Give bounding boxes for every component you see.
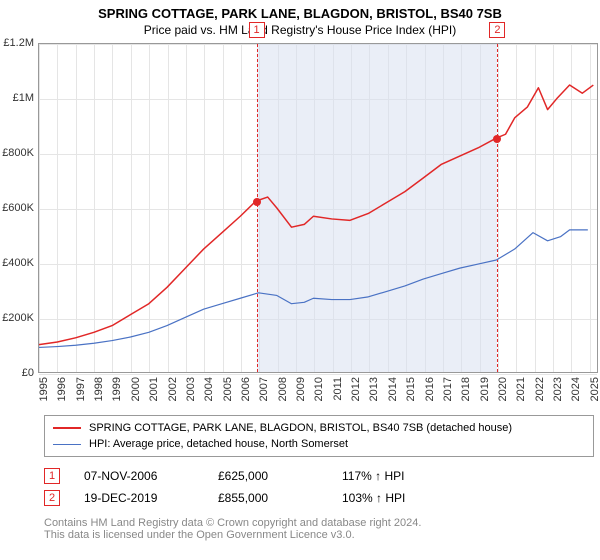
x-tick-label: 2012 [350, 365, 362, 389]
x-tick-label: 2004 [203, 365, 215, 389]
x-tick-label: 1999 [111, 365, 123, 389]
x-tick-label: 1998 [93, 365, 105, 389]
sales-table: 1 07-NOV-2006 £625,000 117% ↑ HPI 2 19-DEC-20… [44, 465, 594, 509]
legend-label: HPI: Average price, detached house, Nort… [89, 438, 348, 450]
x-tick-label: 2025 [589, 365, 600, 389]
sale-date: 19-DEC-2019 [84, 491, 194, 505]
sale-marker: 1 [44, 468, 60, 484]
series-hpi [39, 230, 588, 348]
x-tick-label: 2014 [387, 365, 399, 389]
event-marker-box: 2 [489, 22, 505, 38]
x-tick-label: 2020 [497, 365, 509, 389]
x-tick-label: 2002 [167, 365, 179, 389]
sale-hpi: 117% ↑ HPI [342, 469, 404, 483]
x-tick-label: 2010 [313, 365, 325, 389]
sale-marker: 2 [44, 490, 60, 506]
footer-line-1: Contains HM Land Registry data © Crown c… [44, 517, 594, 529]
page-title: SPRING COTTAGE, PARK LANE, BLAGDON, BRIS… [0, 0, 600, 21]
footer: Contains HM Land Registry data © Crown c… [44, 517, 594, 541]
x-tick-label: 2024 [570, 365, 582, 389]
x-tick-label: 2009 [295, 365, 307, 389]
y-tick-label: £0 [22, 367, 34, 379]
x-tick-label: 2023 [552, 365, 564, 389]
y-tick-label: £600K [2, 202, 34, 214]
event-marker-box: 1 [249, 22, 265, 38]
y-tick-label: £200K [2, 312, 34, 324]
legend: SPRING COTTAGE, PARK LANE, BLAGDON, BRIS… [44, 415, 594, 457]
legend-label: SPRING COTTAGE, PARK LANE, BLAGDON, BRIS… [89, 422, 512, 434]
legend-row: HPI: Average price, detached house, Nort… [53, 436, 585, 452]
sale-hpi: 103% ↑ HPI [342, 491, 405, 505]
legend-swatch [53, 427, 81, 429]
x-tick-label: 2016 [424, 365, 436, 389]
page-subtitle: Price paid vs. HM Land Registry's House … [0, 21, 600, 43]
x-tick-label: 2000 [130, 365, 142, 389]
sale-price: £625,000 [218, 469, 318, 483]
sale-date: 07-NOV-2006 [84, 469, 194, 483]
x-tick-label: 1996 [56, 365, 68, 389]
sale-price: £855,000 [218, 491, 318, 505]
y-tick-label: £1.2M [3, 37, 34, 49]
x-tick-label: 2022 [534, 365, 546, 389]
y-tick-label: £800K [2, 147, 34, 159]
chart: 12 £0£200K£400K£600K£800K£1M£1.2M1995199… [38, 43, 598, 373]
sale-row: 1 07-NOV-2006 £625,000 117% ↑ HPI [44, 465, 594, 487]
x-tick-label: 2021 [515, 365, 527, 389]
x-tick-label: 2011 [332, 365, 344, 389]
footer-line-2: This data is licensed under the Open Gov… [44, 529, 594, 541]
x-tick-label: 2017 [442, 365, 454, 389]
sale-row: 2 19-DEC-2019 £855,000 103% ↑ HPI [44, 487, 594, 509]
series-property [39, 85, 593, 345]
x-tick-label: 2015 [405, 365, 417, 389]
x-tick-label: 2018 [460, 365, 472, 389]
x-tick-label: 2003 [185, 365, 197, 389]
plot-area: 12 [38, 43, 598, 373]
legend-swatch [53, 444, 81, 445]
x-tick-label: 2013 [368, 365, 380, 389]
x-tick-label: 2006 [240, 365, 252, 389]
x-tick-label: 1997 [75, 365, 87, 389]
x-tick-label: 2007 [258, 365, 270, 389]
y-tick-label: £400K [2, 257, 34, 269]
x-tick-label: 2001 [148, 365, 160, 389]
x-tick-label: 2008 [277, 365, 289, 389]
y-tick-label: £1M [13, 92, 34, 104]
x-tick-label: 2005 [222, 365, 234, 389]
legend-row: SPRING COTTAGE, PARK LANE, BLAGDON, BRIS… [53, 420, 585, 436]
x-tick-label: 1995 [38, 365, 50, 389]
x-tick-label: 2019 [479, 365, 491, 389]
